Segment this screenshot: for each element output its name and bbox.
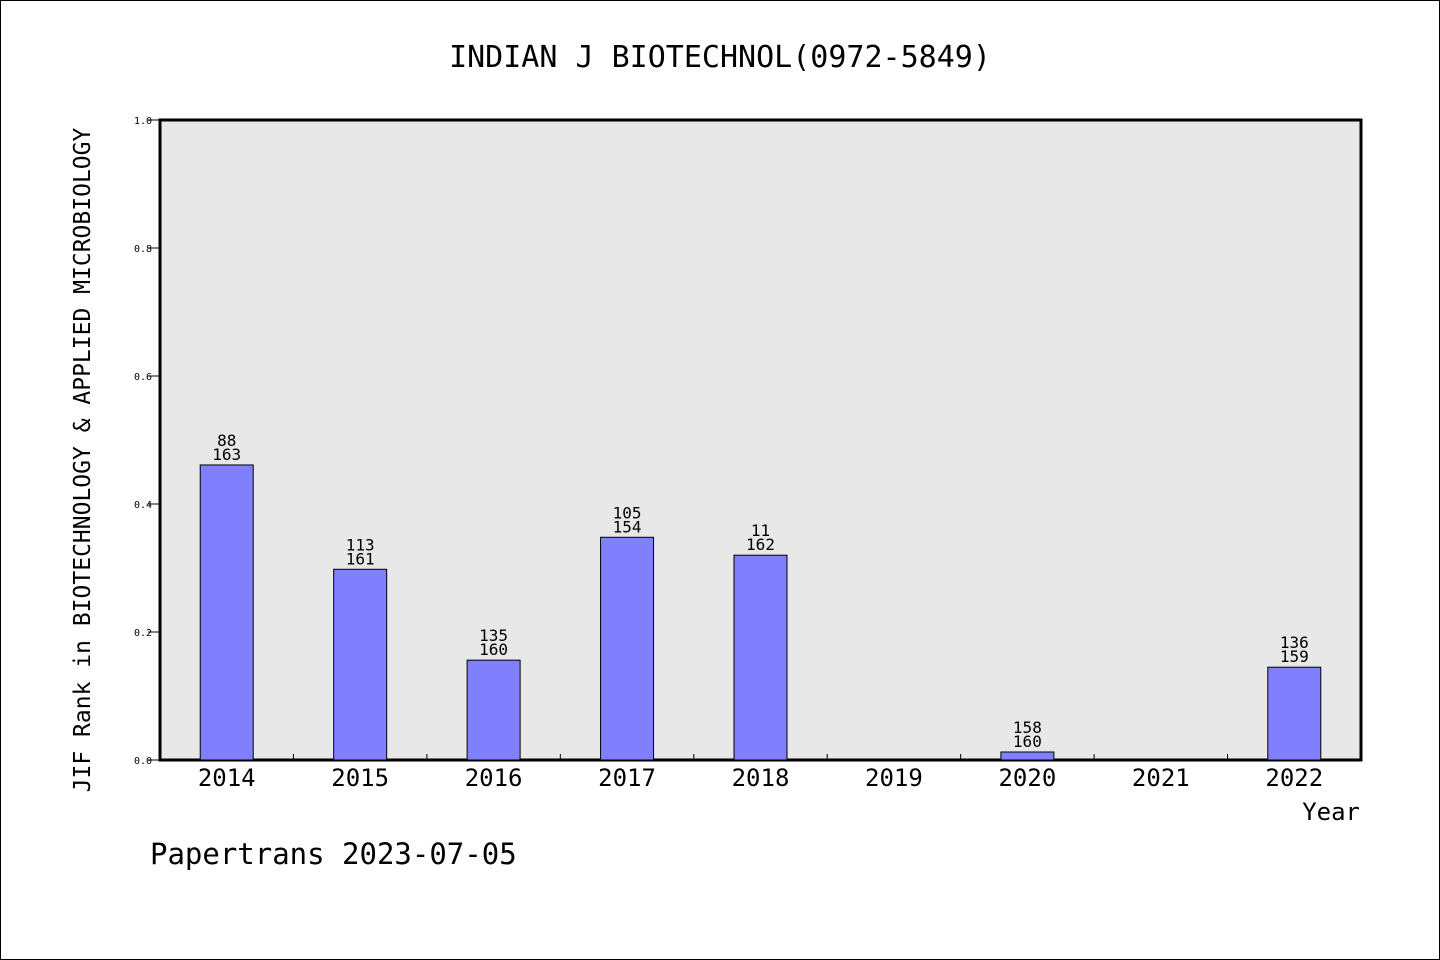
bar-label-total: 161 [346, 549, 375, 568]
x-tick-label: 2014 [198, 764, 256, 792]
y-tick-label: 0.4 [134, 500, 152, 511]
bar-label-rank: 11 [751, 521, 770, 540]
y-tick-label: 1.0 [134, 116, 152, 127]
y-axis-label: JIF Rank in BIOTECHNOLOGY & APPLIED MICR… [70, 128, 96, 793]
bar-label-rank: 158 [1013, 718, 1042, 737]
bar [1267, 666, 1322, 761]
bar [199, 464, 254, 761]
bar [733, 554, 788, 761]
x-tick-label: 2016 [465, 764, 523, 792]
y-tick-label: 0.8 [134, 244, 152, 255]
x-tick-label: 2015 [331, 764, 389, 792]
bar-label-total: 160 [1013, 732, 1042, 751]
y-tick-label: 0.0 [134, 756, 152, 767]
chart-title: INDIAN J BIOTECHNOL(0972-5849) [449, 40, 991, 75]
x-tick-label: 2019 [865, 764, 923, 792]
bar [600, 536, 655, 761]
bar-label-total: 163 [212, 445, 241, 464]
bar [1000, 751, 1055, 761]
y-tick-label: 0.2 [134, 628, 152, 639]
bar-label-rank: 88 [217, 431, 236, 450]
bar-label-rank: 105 [613, 503, 642, 522]
x-tick-label: 2017 [598, 764, 656, 792]
x-tick-label: 2020 [998, 764, 1056, 792]
y-tick-label: 0.6 [134, 372, 152, 383]
bar-label-rank: 136 [1280, 633, 1309, 652]
bar-label-total: 160 [479, 640, 508, 659]
bar-label-total: 159 [1280, 647, 1309, 666]
bar-label-total: 154 [613, 517, 642, 536]
bar-label-total: 162 [746, 535, 775, 554]
x-axis-label: Year [1302, 798, 1360, 826]
footer-credit: Papertrans 2023-07-05 [150, 837, 517, 871]
bar [333, 568, 388, 761]
bar [466, 659, 521, 761]
bar-label-rank: 135 [479, 626, 508, 645]
bar-label-rank: 113 [346, 535, 375, 554]
x-tick-label: 2022 [1265, 764, 1323, 792]
x-tick-label: 2018 [732, 764, 790, 792]
x-tick-label: 2021 [1132, 764, 1190, 792]
